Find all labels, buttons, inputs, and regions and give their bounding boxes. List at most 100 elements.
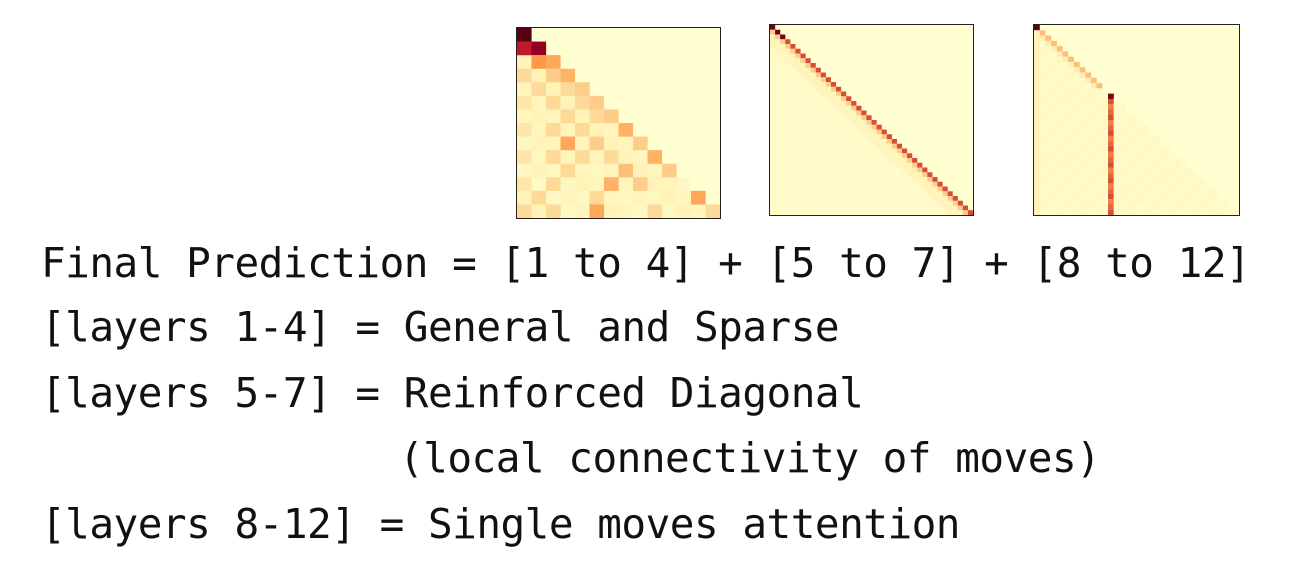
heatmap-cell — [1108, 125, 1114, 131]
heatmap-cell — [1170, 204, 1177, 210]
heatmap-cell — [1079, 114, 1086, 121]
heatmap-cell-strong — [575, 150, 590, 164]
heatmap-cell — [1113, 209, 1120, 215]
heatmap-cell — [856, 129, 862, 135]
heatmap-cell — [841, 158, 847, 163]
heatmap-cell — [1068, 104, 1074, 110]
heatmap-cell — [790, 120, 796, 125]
heatmap-cell — [805, 139, 811, 144]
heatmap-cell — [835, 196, 842, 201]
heatmap-cell — [1187, 167, 1194, 173]
heatmap-cell — [785, 162, 791, 168]
heatmap-cell — [912, 172, 918, 178]
heatmap-cell — [876, 205, 882, 211]
heatmap-cell — [1073, 114, 1080, 121]
heatmap-cell — [851, 210, 857, 215]
heatmap-cell — [795, 181, 801, 187]
heatmap-cell — [846, 115, 852, 121]
heatmap-cell — [785, 172, 791, 178]
heatmap-cell — [1102, 204, 1109, 210]
heatmap-cell — [871, 196, 877, 201]
heatmap-cell — [1068, 61, 1074, 68]
heatmap-cell — [1159, 193, 1166, 200]
heatmap-cell — [846, 181, 852, 187]
heatmap-cell — [830, 143, 837, 149]
heatmap-cell — [800, 53, 806, 59]
heatmap-cell — [1102, 130, 1109, 136]
heatmap-cell — [1079, 146, 1086, 152]
heatmap-cell — [871, 143, 877, 149]
heatmap-cell — [1051, 40, 1057, 47]
heatmap-cell — [1034, 156, 1040, 163]
heatmap-cell-strong — [517, 177, 532, 191]
heatmap-cell — [896, 210, 903, 215]
heatmap-cell — [790, 158, 796, 163]
heatmap-cell — [1051, 204, 1057, 210]
heatmap-cell-strong — [517, 95, 532, 110]
heatmap-cell — [1068, 72, 1074, 78]
heatmap-cell — [1182, 172, 1188, 179]
heatmap-cell — [815, 105, 821, 111]
heatmap-cell — [810, 86, 816, 92]
heatmap-cell — [1085, 209, 1092, 215]
heatmap-cell — [907, 153, 913, 159]
heatmap-cell — [1039, 40, 1046, 47]
heatmap-cell — [866, 129, 872, 135]
heatmap-cell — [1102, 162, 1109, 168]
heatmap-cell — [1119, 109, 1126, 115]
heatmap-cell — [1062, 178, 1069, 184]
heatmap-cell — [886, 196, 892, 201]
heatmap-cell — [830, 153, 837, 159]
heatmap-cell — [1170, 167, 1177, 173]
heatmap-cell — [917, 205, 923, 211]
heatmap-cell — [785, 96, 791, 102]
heatmap-cell — [1176, 183, 1183, 189]
heatmap-cell — [1159, 141, 1166, 147]
heatmap-cell — [922, 172, 928, 178]
heatmap-cell — [1119, 104, 1126, 110]
heatmap-cell — [932, 186, 938, 192]
heatmap-cell — [962, 205, 969, 211]
heatmap-cell — [775, 139, 781, 144]
heatmap-cell — [1125, 146, 1131, 152]
heatmap-cell — [1045, 199, 1052, 205]
heatmap-cell — [1068, 98, 1074, 105]
heatmap-cell — [820, 210, 826, 215]
heatmap-cell — [1045, 104, 1052, 110]
heatmap-cell — [1045, 193, 1052, 200]
heatmap-cell — [851, 115, 857, 121]
heatmap-cell — [517, 163, 532, 178]
heatmap-cell — [800, 129, 806, 135]
heatmap-cell — [871, 167, 877, 173]
heatmap-cell — [770, 48, 776, 54]
heatmap-cell — [891, 196, 897, 201]
heatmap-cell — [1079, 167, 1086, 173]
heatmap-cell-strong — [531, 190, 547, 205]
heatmap-cell — [825, 167, 832, 173]
heatmap-cell — [1102, 93, 1109, 99]
heatmap-cell — [780, 134, 786, 140]
heatmap-cell — [795, 72, 801, 78]
heatmap-cell — [815, 162, 821, 168]
heatmap-cell — [1108, 104, 1114, 110]
heatmap-cell — [1090, 209, 1097, 215]
heatmap-cell — [851, 196, 857, 201]
heatmap-cell-strong — [517, 41, 532, 56]
heatmap-cell — [825, 86, 832, 92]
heatmap-cell — [830, 200, 837, 206]
heatmap-cell — [1073, 172, 1080, 179]
heatmap-cell — [1119, 120, 1126, 126]
heatmap-cell — [1096, 162, 1103, 168]
heatmap-cell — [1108, 151, 1114, 158]
heatmap-cell — [846, 96, 852, 102]
heatmap-cell — [1056, 88, 1063, 94]
heatmap-cell — [775, 124, 781, 130]
heatmap-cell — [1034, 141, 1040, 147]
heatmap-cell — [1108, 183, 1114, 189]
heatmap-cell — [780, 115, 786, 121]
heatmap-cell — [1102, 199, 1109, 205]
heatmap-cell — [820, 158, 826, 163]
heatmap-cell — [780, 86, 786, 92]
heatmap-cell — [780, 181, 786, 187]
heatmap-cell — [896, 167, 903, 173]
